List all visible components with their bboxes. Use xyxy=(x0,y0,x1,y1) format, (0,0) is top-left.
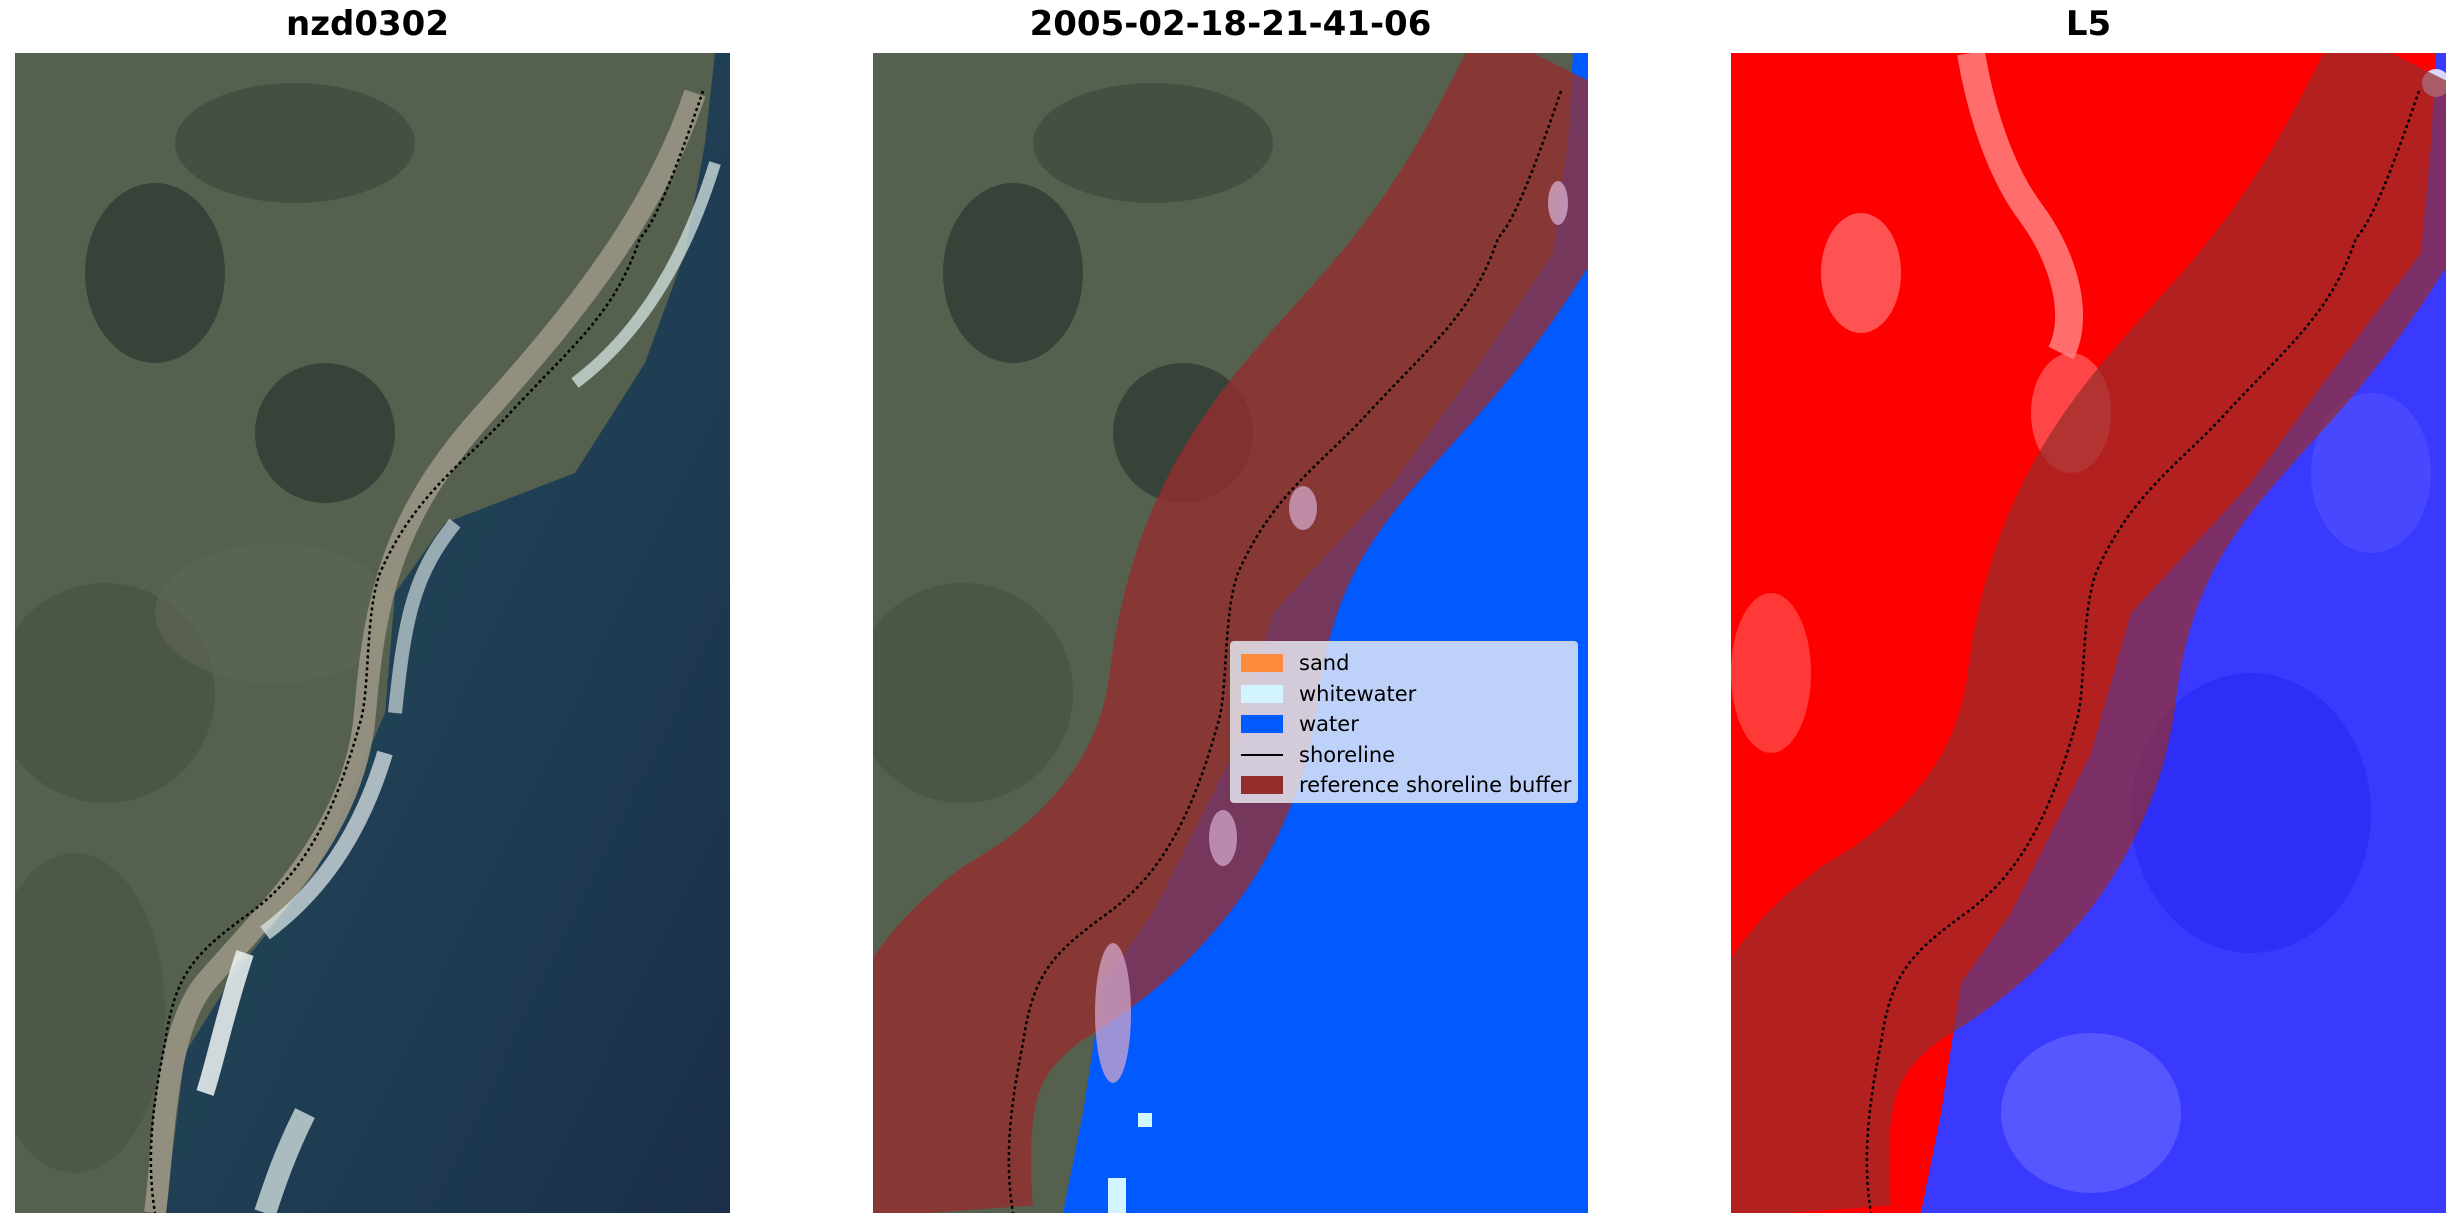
shoreline-line xyxy=(1007,90,1563,1213)
legend-item-buffer: reference shoreline buffer xyxy=(1241,770,1571,801)
legend-label-whitewater: whitewater xyxy=(1299,681,1417,706)
water-swatch xyxy=(1241,715,1283,734)
legend-item-whitewater: whitewater xyxy=(1241,679,1567,710)
shoreline-line-swatch xyxy=(1241,753,1283,756)
classified-image-panel xyxy=(873,53,1588,1213)
whitewater-swatch xyxy=(1241,684,1283,703)
shoreline-line xyxy=(1865,90,2421,1213)
sand-swatch xyxy=(1241,654,1283,673)
legend-item-shoreline: shoreline xyxy=(1241,740,1567,771)
shoreline-line xyxy=(149,90,705,1213)
legend-item-water: water xyxy=(1241,709,1567,740)
index-image-panel xyxy=(1731,53,2446,1213)
rgb-image-panel xyxy=(15,53,730,1213)
panel-title-rgb: nzd0302 xyxy=(286,4,449,44)
legend-item-sand: sand xyxy=(1241,648,1567,679)
shoreline-buffer xyxy=(1731,53,2446,1213)
legend-label-sand: sand xyxy=(1299,651,1350,676)
legend-label-water: water xyxy=(1299,712,1359,737)
panel-title-index: L5 xyxy=(2065,4,2112,44)
panel-title-classified: 2005-02-18-21-41-06 xyxy=(1029,4,1432,44)
legend-label-buffer: reference shoreline buffer xyxy=(1299,773,1572,798)
legend: sand whitewater water shoreline referenc… xyxy=(1230,641,1578,803)
buffer-swatch xyxy=(1241,776,1283,795)
legend-label-shoreline: shoreline xyxy=(1299,742,1396,767)
shoreline-buffer xyxy=(873,53,1588,1213)
